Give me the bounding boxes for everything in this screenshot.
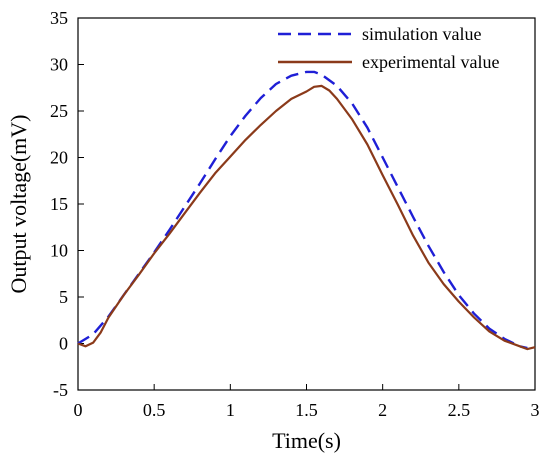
- y-axis-title: Output voltage(mV): [6, 114, 31, 293]
- x-tick-label: 3: [531, 400, 540, 420]
- y-tick-label: 5: [59, 287, 68, 307]
- x-tick-label: 1.5: [295, 400, 318, 420]
- x-axis-title: Time(s): [272, 428, 341, 453]
- legend-label-simulation: simulation value: [362, 24, 481, 44]
- y-tick-label: 10: [50, 241, 68, 261]
- series-line-simulation: [77, 70, 528, 350]
- plot-area: [77, 17, 536, 391]
- y-tick-label: -5: [53, 380, 68, 400]
- y-tick-label: 35: [50, 8, 68, 28]
- y-tick-label: 30: [50, 55, 68, 75]
- y-axis-ticks: -5 0 5 10 15 20 25 30 35: [50, 8, 84, 400]
- legend: simulation value experimental value: [278, 24, 499, 72]
- x-tick-label: 0: [74, 400, 83, 420]
- series-layer: [77, 70, 536, 351]
- x-tick-label: 1: [226, 400, 235, 420]
- plot-border: [77, 17, 536, 391]
- y-tick-label: 15: [50, 194, 68, 214]
- x-axis-ticks: 0 0.5 1 1.5 2 2.5 3: [74, 384, 540, 420]
- legend-label-experimental: experimental value: [362, 52, 499, 72]
- x-tick-label: 0.5: [143, 400, 166, 420]
- y-tick-label: 25: [50, 101, 68, 121]
- series-line-experimental: [77, 84, 536, 351]
- x-tick-label: 2: [378, 400, 387, 420]
- y-tick-label: 20: [50, 148, 68, 168]
- y-tick-label: 0: [59, 334, 68, 354]
- x-tick-label: 2.5: [448, 400, 471, 420]
